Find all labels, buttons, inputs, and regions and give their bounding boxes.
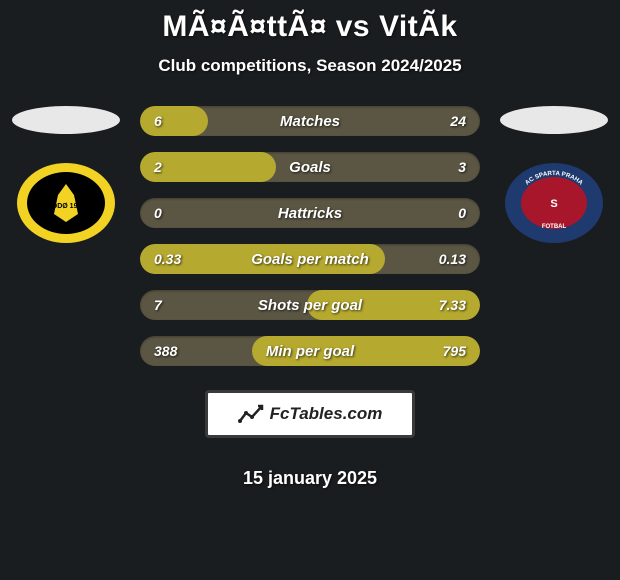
stat-fill-right — [307, 290, 480, 320]
right-team-logo: S AC SPARTA PRAHA FOTBAL — [504, 162, 604, 244]
stat-bar: 0Hattricks0 — [140, 198, 480, 228]
stat-value-right: 3 — [458, 152, 466, 182]
stat-bar: 2Goals3 — [140, 152, 480, 182]
fctables-logo-icon — [238, 403, 264, 425]
right-team-column: S AC SPARTA PRAHA FOTBAL — [494, 106, 614, 244]
stats-column: 6Matches24 2Goals3 0Hattricks0 0.33Goals pe… — [126, 106, 494, 489]
stat-value-left: 7 — [154, 290, 162, 320]
right-shadow-ellipse — [500, 106, 608, 134]
stat-fill-right — [252, 336, 480, 366]
left-team-column: BODØ 1916 — [6, 106, 126, 244]
stat-value-right: 24 — [450, 106, 466, 136]
svg-text:S: S — [550, 198, 557, 210]
stat-bar: 388Min per goal795 — [140, 336, 480, 366]
left-shadow-ellipse — [12, 106, 120, 134]
stat-value-right: 0.13 — [439, 244, 466, 274]
stat-bar: 0.33Goals per match0.13 — [140, 244, 480, 274]
sparta-praha-logo-icon: S AC SPARTA PRAHA FOTBAL — [504, 162, 604, 244]
bodo-glimt-logo-icon: BODØ 1916 — [16, 162, 116, 244]
page-subtitle: Club competitions, Season 2024/2025 — [158, 56, 461, 76]
left-team-logo: BODØ 1916 — [16, 162, 116, 244]
brand-box[interactable]: FcTables.com — [205, 390, 415, 438]
brand-label: FcTables.com — [270, 404, 383, 424]
stat-value-left: 0 — [154, 198, 162, 228]
stat-label: Hattricks — [140, 198, 480, 228]
main-row: BODØ 1916 6Matches24 2Goals3 0Hattricks0 0.… — [0, 106, 620, 489]
date-label: 15 january 2025 — [243, 468, 377, 489]
left-logo-text: BODØ 1916 — [47, 203, 86, 210]
page-title: MÃ¤Ã¤ttÃ¤ vs VitÃk — [162, 10, 457, 44]
stat-value-right: 0 — [458, 198, 466, 228]
stat-bar: 6Matches24 — [140, 106, 480, 136]
svg-text:FOTBAL: FOTBAL — [542, 224, 567, 230]
stat-fill-left — [140, 152, 276, 182]
stat-fill-left — [140, 244, 385, 274]
stat-fill-left — [140, 106, 208, 136]
comparison-card: MÃ¤Ã¤ttÃ¤ vs VitÃk Club competitions, Se… — [0, 0, 620, 489]
stat-value-left: 388 — [154, 336, 177, 366]
stat-bar: 7Shots per goal7.33 — [140, 290, 480, 320]
